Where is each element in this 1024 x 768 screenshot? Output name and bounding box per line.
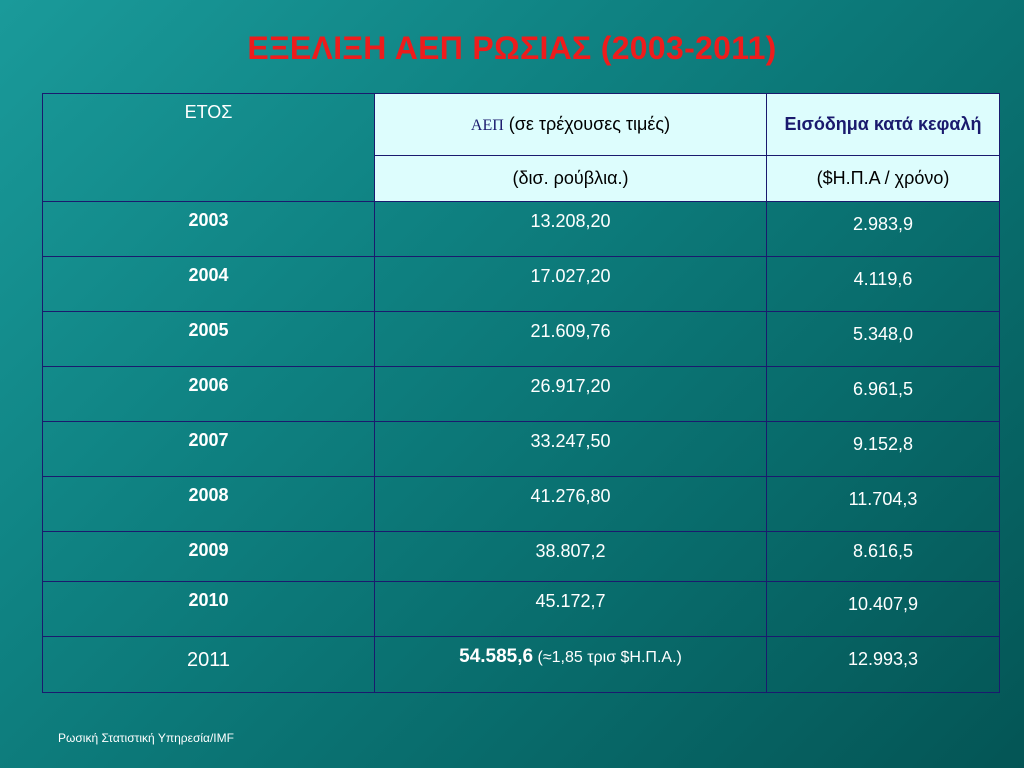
income-cell: 2.983,9: [766, 201, 1000, 257]
slide-title: ΕΞΕΛΙΞΗ ΑΕΠ ΡΩΣΙΑΣ (2003-2011): [247, 30, 777, 66]
income-cell: 12.993,3: [766, 636, 1000, 693]
income-unit: ($Η.Π.Α / χρόνο): [766, 155, 1000, 202]
gdp-cell: 45.172,7: [374, 581, 767, 637]
table-row: 2010 45.172,7 10.407,9: [42, 581, 1000, 637]
table-row: 2005 21.609,76 5.348,0: [42, 311, 1000, 367]
gdp-cell: 26.917,20: [374, 366, 767, 422]
year-cell: 2007: [42, 421, 375, 477]
income-cell: 5.348,0: [766, 311, 1000, 367]
year-column-header: ΕΤΟΣ: [42, 93, 375, 202]
year-cell: 2006: [42, 366, 375, 422]
gdp-cell: 21.609,76: [374, 311, 767, 367]
gdp-desc: σε τρέχουσες τιμές): [514, 114, 671, 134]
table-row: 2011 54.585,6 (≈1,85 τρισ $Η.Π.Α.) 12.99…: [42, 636, 1000, 693]
gdp-table: ΕΤΟΣ ΑΕΠ (σε τρέχουσες τιμές) Εισόδημα κ…: [42, 93, 1000, 693]
income-cell: 11.704,3: [766, 476, 1000, 532]
year-cell: 2008: [42, 476, 375, 532]
year-cell: 2005: [42, 311, 375, 367]
year-cell: 2009: [42, 531, 375, 582]
year-cell: 2010: [42, 581, 375, 637]
gdp-abbr: ΑΕΠ: [470, 117, 504, 134]
table-unit-row: (δισ. ρούβλια.) ($Η.Π.Α / χρόνο): [43, 155, 1000, 202]
table-row: 2009 38.807,2 8.616,5: [42, 531, 1000, 582]
table-row: 2007 33.247,50 9.152,8: [42, 421, 1000, 477]
gdp-usd-note: (≈1,85 τρισ $Η.Π.Α.): [533, 649, 682, 666]
gdp-cell: 13.208,20: [374, 201, 767, 257]
year-cell: 2004: [42, 256, 375, 312]
income-cell: 4.119,6: [766, 256, 1000, 312]
income-column-header: Εισόδημα κατά κεφαλή: [766, 93, 1000, 156]
table-row: 2004 17.027,20 4.119,6: [42, 256, 1000, 312]
table-row: 2008 41.276,80 11.704,3: [42, 476, 1000, 532]
gdp-cell: 41.276,80: [374, 476, 767, 532]
source-note: Ρωσική Στατιστική Υπηρεσία/IMF: [58, 731, 234, 745]
table-row: 2003 13.208,20 2.983,9: [42, 201, 1000, 257]
year-cell: 2003: [42, 201, 375, 257]
table-header-row: ΕΤΟΣ ΑΕΠ (σε τρέχουσες τιμές) Εισόδημα κ…: [42, 93, 1000, 202]
gdp-cell: 17.027,20: [374, 256, 767, 312]
income-cell: 8.616,5: [766, 531, 1000, 582]
gdp-unit: (δισ. ρούβλια.): [374, 155, 767, 202]
gdp-column-header: ΑΕΠ (σε τρέχουσες τιμές): [374, 93, 767, 156]
gdp-cell: 33.247,50: [374, 421, 767, 477]
gdp-open-paren: (: [503, 114, 515, 134]
income-cell: 6.961,5: [766, 366, 1000, 422]
year-cell: 2011: [42, 636, 375, 693]
gdp-cell: 38.807,2: [374, 531, 767, 582]
gdp-value: 54.585,6: [459, 646, 534, 667]
table-row: 2006 26.917,20 6.961,5: [42, 366, 1000, 422]
income-cell: 9.152,8: [766, 421, 1000, 477]
gdp-cell: 54.585,6 (≈1,85 τρισ $Η.Π.Α.): [374, 636, 767, 693]
income-cell: 10.407,9: [766, 581, 1000, 637]
